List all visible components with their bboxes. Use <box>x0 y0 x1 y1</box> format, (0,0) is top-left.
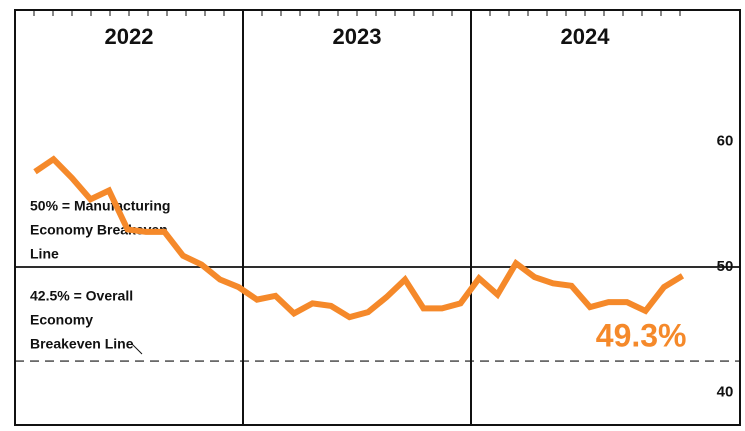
reference-label: 42.5% = Overall <box>30 288 133 304</box>
reference-label: Economy <box>30 312 93 328</box>
leader <box>131 343 143 355</box>
frame <box>14 9 741 426</box>
year-label: 2024 <box>561 24 611 49</box>
reference-label: 50% = Manufacturing <box>30 198 170 214</box>
reference-label: Breakeven Line <box>30 336 134 352</box>
value-label: 49.3% <box>596 317 687 353</box>
y-tick-label: 40 <box>717 383 734 400</box>
reference-label: Economy Breakeven <box>30 222 168 238</box>
year-label: 2022 <box>105 24 154 49</box>
reference-label: Line <box>30 246 59 262</box>
year-label: 2023 <box>333 24 382 49</box>
y-tick-label: 60 <box>717 133 734 150</box>
data-line <box>33 155 685 321</box>
